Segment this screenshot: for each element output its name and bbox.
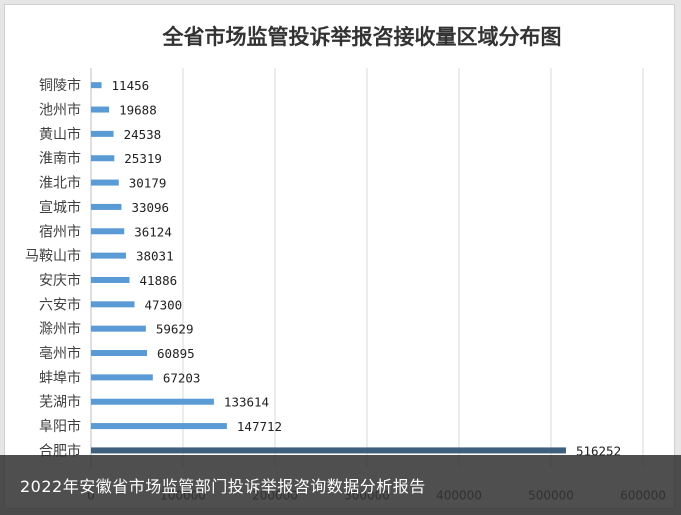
value-label-1: 19688 — [119, 103, 157, 118]
category-label-8: 安庆市 — [39, 272, 81, 289]
bar-5 — [91, 203, 122, 210]
category-label-5: 宣城市 — [39, 199, 81, 216]
bar-10 — [91, 325, 146, 332]
category-label-0: 铜陵市 — [39, 77, 81, 94]
value-label-7: 38031 — [136, 249, 174, 264]
category-label-7: 马鞍山市 — [25, 248, 81, 265]
value-label-15: 516252 — [576, 443, 621, 458]
category-label-13: 芜湖市 — [39, 394, 81, 411]
value-label-8: 41886 — [140, 273, 178, 288]
bar-2 — [91, 130, 114, 137]
category-label-6: 宿州市 — [39, 223, 81, 240]
value-label-10: 59629 — [156, 322, 194, 337]
category-label-1: 池州市 — [39, 102, 81, 119]
caption-overlay: 2022年安徽省市场监管部门投诉举报咨询数据分析报告 — [0, 455, 681, 515]
value-label-12: 67203 — [163, 370, 201, 385]
value-label-6: 36124 — [134, 224, 172, 239]
bar-9 — [91, 301, 135, 308]
value-label-0: 11456 — [112, 78, 150, 93]
bar-13 — [91, 398, 214, 405]
category-label-4: 淮北市 — [39, 175, 81, 192]
caption-text: 2022年安徽省市场监管部门投诉举报咨询数据分析报告 — [20, 477, 426, 496]
value-label-2: 24538 — [124, 127, 162, 142]
bar-1 — [91, 106, 110, 113]
bar-15 — [91, 447, 566, 454]
bar-0 — [91, 82, 102, 89]
value-label-3: 25319 — [124, 151, 162, 166]
value-label-11: 60895 — [157, 346, 195, 361]
category-label-14: 阜阳市 — [39, 418, 81, 435]
bar-7 — [91, 252, 126, 259]
value-label-9: 47300 — [145, 297, 183, 312]
chart-title: 全省市场监管投诉举报咨接收量区域分布图 — [162, 25, 562, 49]
bar-8 — [91, 276, 130, 283]
category-label-2: 黄山市 — [39, 126, 81, 143]
bar-6 — [91, 228, 125, 235]
category-label-3: 淮南市 — [39, 150, 81, 167]
bar-12 — [91, 374, 153, 381]
value-label-14: 147712 — [237, 419, 282, 434]
category-label-9: 六安市 — [39, 296, 81, 313]
category-label-12: 蚌埠市 — [39, 369, 81, 386]
value-label-5: 33096 — [131, 200, 169, 215]
category-label-10: 滁州市 — [39, 321, 81, 338]
value-label-4: 30179 — [129, 176, 167, 191]
bar-11 — [91, 350, 148, 357]
category-label-11: 亳州市 — [39, 345, 81, 362]
value-label-13: 133614 — [224, 395, 269, 410]
bar-14 — [91, 423, 227, 430]
bar-3 — [91, 155, 115, 162]
bar-4 — [91, 179, 119, 186]
